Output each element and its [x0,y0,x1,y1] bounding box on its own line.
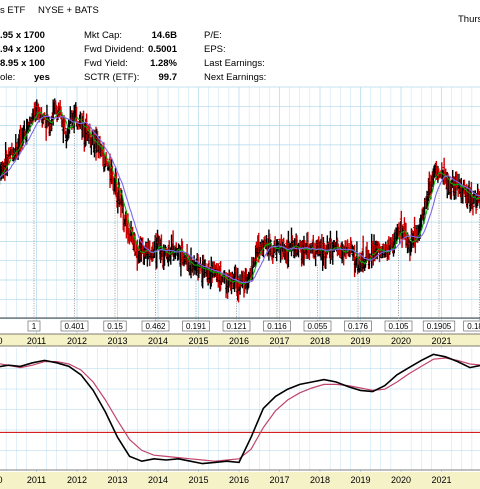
bottom-x-axis: 0 2011 2012 2013 2014 2015 2016 2017 2018 2019 202… [0,472,480,489]
ohlc-bar [22,120,26,137]
x-tick-label-bottom: 2016 [229,475,249,485]
bid-ask-row-3: 8.95 x 100 [0,58,45,69]
dividend-box [182,320,210,332]
fwd-dividend-label: Fwd Dividend: [84,44,144,55]
optionable-label: ole: [0,72,15,83]
x-tick-label-top: 2021 [431,336,451,346]
bid-ask-row-2: .94 x 1200 [0,44,45,55]
dividend-label: 0.462 [145,322,166,331]
moving-average-slow [0,115,480,284]
header-panel: s ETF NYSE + BATS Thurs .95 x 1700 Mkt C… [0,5,480,83]
dividend-box [222,320,251,332]
x-tick-label-bottom: 2018 [310,475,330,485]
title-text: s ETF [0,5,26,16]
dividend-box [344,320,372,332]
dividend-box [263,320,291,332]
dividend-box [384,320,413,332]
last-earnings-label: Last Earnings: [204,58,265,69]
optionable-value: yes [34,72,50,83]
sctr-label: SCTR (ETF): [84,72,139,83]
x-tick-label-top: 2014 [148,336,168,346]
dividend-box [303,320,332,332]
x-tick-label-top: 2011 [27,336,46,346]
fwd-yield-label: Fwd Yield: [84,58,128,69]
oscillator-signal-line [0,357,480,462]
x-tick-label-top: 2018 [310,336,330,346]
x-tick-label-top: 2012 [67,336,87,346]
ohlc-bar [197,267,202,274]
bottom-axis-bg [0,472,480,489]
x-tick-label-top: 2015 [188,336,208,346]
x-tick-label-top: 2019 [350,336,370,346]
dividend-box [422,320,456,332]
x-tick-label-bottom: 2020 [391,475,411,485]
x-tick-label-bottom: 0 [0,475,3,485]
axis-band-bg [0,334,480,346]
x-tick-label-bottom: 2019 [350,475,370,485]
x-tick-label-bottom: 2013 [107,475,127,485]
dividend-box [141,320,170,332]
fwd-dividend-value: 0.5001 [148,44,178,55]
dividend-label: 0.176 [348,322,369,331]
dividend-label: 0.1899 [467,322,480,331]
dividend-box [60,320,89,332]
x-tick-label-bottom: 2014 [148,475,168,485]
x-tick-label-top: 2013 [107,336,127,346]
dividend-label: 0.116 [267,322,287,331]
mkt-cap-value: 14.6B [152,30,177,41]
bid-ask-row-1: .95 x 1700 [0,30,45,41]
date-text: Thurs [458,14,480,25]
x-tick-label-bottom: 2021 [431,475,451,485]
dividend-box [103,320,127,332]
ohlc-bar [63,118,67,135]
dividend-label: 0.191 [186,322,207,331]
dividend-label: 0.121 [226,322,247,331]
dividend-label: 0.401 [64,322,85,331]
x-tick-label-top: 2017 [269,336,289,346]
eps-label: EPS: [204,44,226,55]
x-axis-band: 0 2011 2012 2013 2014 2015 2016 2017 2018 2019 202… [0,333,480,347]
x-tick-label-top: 2016 [229,336,249,346]
dividend-label: 0.055 [307,322,328,331]
x-tick-label-bottom: 2011 [27,475,46,485]
oscillator-plot-area [0,348,480,470]
sctr-value: 99.7 [159,72,178,83]
pe-label: P/E: [204,30,222,41]
dividend-label: 0.15 [107,322,123,331]
moving-average-fast [0,110,480,285]
oscillator-main-line [0,353,480,465]
x-tick-label-bottom: 2012 [67,475,87,485]
ohlc-bar [236,267,240,301]
mkt-cap-label: Mkt Cap: [84,30,122,41]
dividend-label: 1 [32,322,37,331]
x-tick-label-top: 2020 [391,336,411,346]
price-panel: 1 0.401 0.15 0.462 0.191 0.121 0.116 0.055 0.176… [0,86,480,472]
x-tick-label-bottom: 2015 [188,475,208,485]
next-earnings-label: Next Earnings: [204,72,266,83]
exchange-text: NYSE + BATS [38,5,99,16]
dividend-label: 0.1905 [427,322,452,331]
x-tick-label-top: 0 [0,336,3,346]
dividend-box [27,320,41,332]
dividend-label: 0.105 [388,322,409,331]
oscillator-panel [0,348,480,471]
x-tick-label-bottom: 2017 [269,475,289,485]
fwd-yield-value: 1.28% [150,58,177,69]
